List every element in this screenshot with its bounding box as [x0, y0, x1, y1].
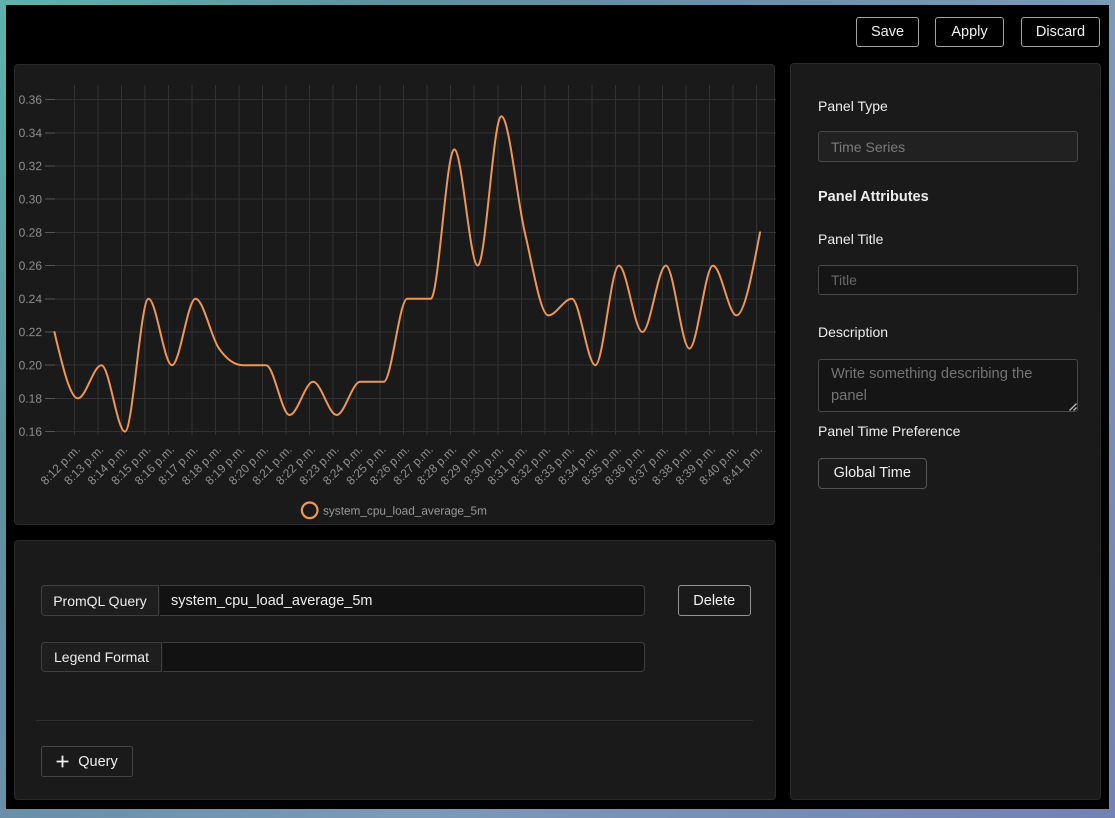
- svg-text:0.34: 0.34: [19, 126, 43, 140]
- svg-text:0.30: 0.30: [19, 192, 43, 206]
- svg-text:0.32: 0.32: [19, 159, 43, 173]
- svg-text:0.22: 0.22: [19, 325, 43, 339]
- svg-text:0.18: 0.18: [19, 392, 43, 406]
- svg-text:0.16: 0.16: [19, 425, 43, 439]
- svg-text:0.20: 0.20: [19, 358, 43, 372]
- svg-text:0.28: 0.28: [19, 226, 43, 240]
- svg-text:system_cpu_load_average_5m: system_cpu_load_average_5m: [323, 504, 487, 518]
- svg-text:0.36: 0.36: [19, 93, 43, 107]
- svg-text:0.24: 0.24: [19, 292, 43, 306]
- svg-text:0.26: 0.26: [19, 259, 43, 273]
